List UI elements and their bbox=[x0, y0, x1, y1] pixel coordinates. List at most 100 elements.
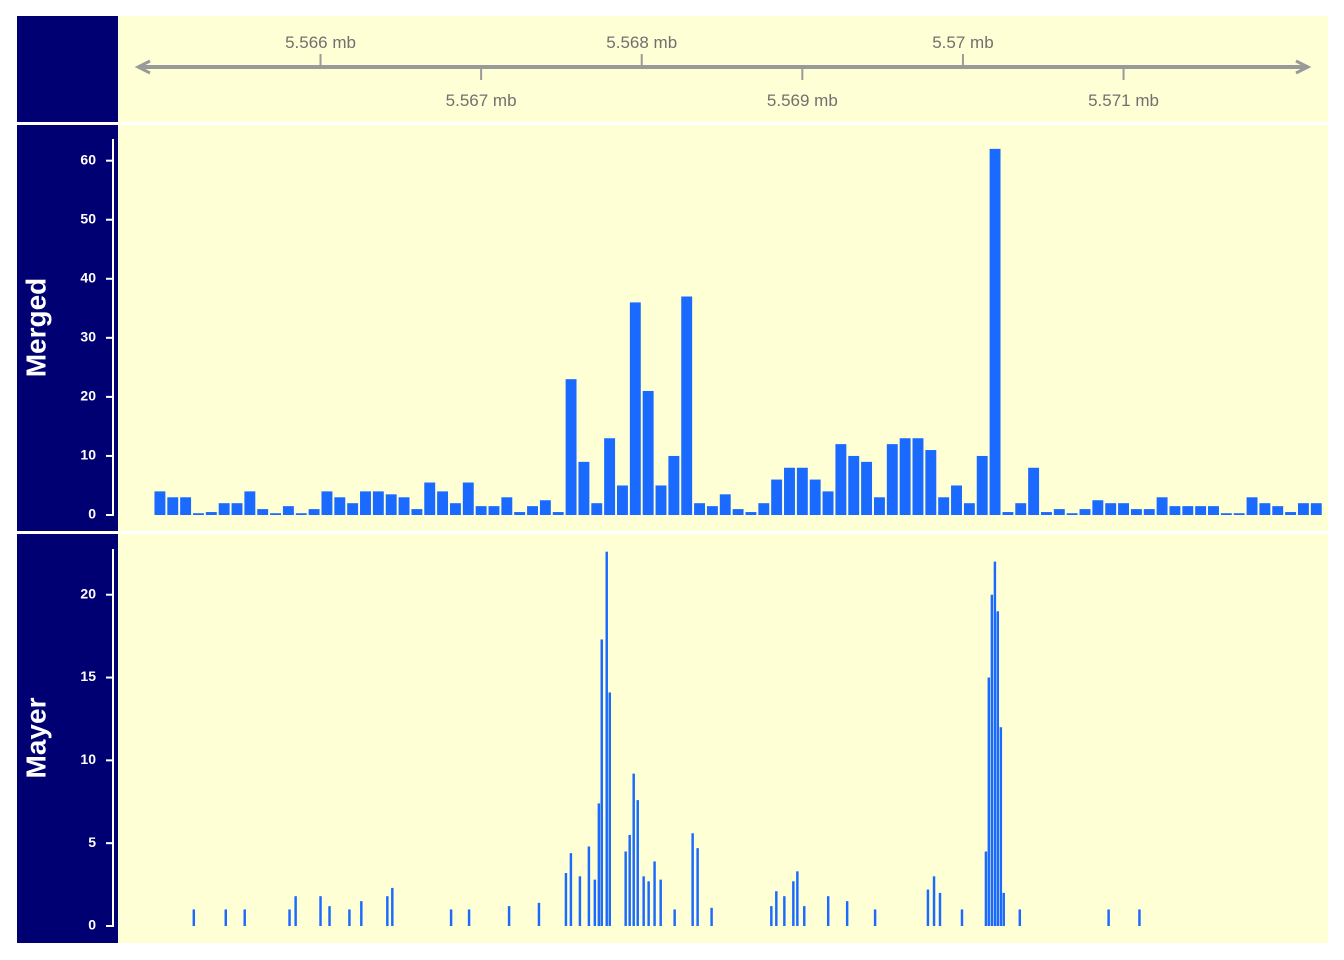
bar bbox=[224, 909, 227, 926]
y-tick-label: 50 bbox=[80, 210, 96, 226]
bar bbox=[1053, 509, 1065, 515]
bar bbox=[507, 906, 511, 926]
bar bbox=[321, 491, 333, 515]
x-tick-label: 5.569 mb bbox=[767, 91, 838, 110]
bar bbox=[642, 876, 645, 926]
bar bbox=[537, 902, 541, 926]
bar bbox=[527, 506, 538, 515]
bar bbox=[861, 461, 873, 515]
bar bbox=[624, 851, 627, 926]
bar bbox=[696, 848, 699, 926]
bar bbox=[257, 509, 269, 515]
bar bbox=[294, 896, 297, 926]
y-tick-label: 30 bbox=[80, 329, 96, 345]
bar bbox=[745, 512, 757, 515]
track-panel bbox=[118, 534, 1328, 943]
bar bbox=[1156, 497, 1168, 515]
bar bbox=[605, 551, 608, 926]
bar bbox=[636, 800, 639, 926]
bar bbox=[1143, 509, 1155, 515]
bar bbox=[1310, 503, 1322, 515]
bar bbox=[1105, 503, 1117, 515]
bar bbox=[845, 901, 849, 926]
bar bbox=[244, 491, 256, 515]
bar bbox=[996, 611, 1000, 926]
bar bbox=[449, 503, 461, 515]
bar bbox=[600, 639, 603, 926]
bar bbox=[932, 876, 936, 926]
bar bbox=[319, 896, 322, 926]
bar bbox=[792, 881, 795, 926]
bar bbox=[1297, 503, 1309, 515]
y-tick-label: 20 bbox=[80, 585, 96, 601]
bar bbox=[386, 896, 389, 926]
bar bbox=[655, 485, 667, 515]
bar bbox=[642, 390, 654, 515]
bar bbox=[719, 494, 731, 515]
track-title: Mayer bbox=[20, 697, 51, 778]
bar bbox=[578, 461, 590, 515]
y-tick-label: 5 bbox=[88, 834, 96, 850]
bar bbox=[501, 497, 513, 515]
bar bbox=[154, 491, 166, 515]
track-header bbox=[17, 534, 118, 943]
bar bbox=[578, 876, 582, 926]
bar bbox=[411, 509, 423, 515]
bar bbox=[706, 506, 718, 515]
bar bbox=[1066, 513, 1078, 515]
bar bbox=[632, 773, 635, 926]
bar bbox=[608, 692, 612, 926]
bar bbox=[775, 891, 778, 926]
bar bbox=[564, 872, 568, 926]
bar bbox=[628, 834, 631, 926]
bar bbox=[597, 803, 601, 926]
bar bbox=[180, 497, 192, 515]
bar bbox=[926, 889, 930, 926]
bar bbox=[647, 881, 650, 926]
bar bbox=[873, 909, 877, 926]
bar bbox=[193, 513, 204, 515]
bar bbox=[1285, 512, 1297, 515]
bar bbox=[673, 909, 676, 926]
axis-arrow bbox=[134, 59, 151, 75]
bar bbox=[1092, 500, 1104, 515]
bar bbox=[653, 861, 656, 926]
axis-header bbox=[17, 16, 118, 122]
bar bbox=[989, 148, 1001, 515]
bar bbox=[288, 909, 291, 926]
bar bbox=[976, 455, 988, 515]
bar bbox=[1259, 503, 1271, 515]
x-tick-label: 5.57 mb bbox=[932, 33, 993, 52]
bar bbox=[1002, 512, 1014, 515]
bar bbox=[1169, 506, 1181, 515]
bar bbox=[993, 561, 997, 926]
bar bbox=[681, 296, 693, 515]
bar bbox=[348, 909, 351, 926]
bar bbox=[1220, 513, 1232, 515]
bar bbox=[771, 479, 783, 515]
y-tick-label: 40 bbox=[80, 269, 96, 285]
bar bbox=[424, 482, 436, 515]
bar bbox=[385, 494, 397, 515]
bar bbox=[462, 482, 474, 515]
bar bbox=[1028, 467, 1040, 515]
bar bbox=[1208, 506, 1219, 515]
bar bbox=[1246, 497, 1258, 515]
bar bbox=[565, 379, 577, 515]
bar bbox=[328, 906, 331, 926]
x-tick-label: 5.568 mb bbox=[606, 33, 677, 52]
bar bbox=[835, 444, 847, 515]
bar bbox=[372, 491, 384, 515]
bar bbox=[809, 479, 821, 515]
bar bbox=[192, 909, 196, 926]
bar bbox=[1079, 509, 1091, 515]
bar bbox=[587, 846, 591, 926]
bar bbox=[694, 503, 706, 515]
bar bbox=[205, 512, 217, 515]
y-tick-label: 10 bbox=[80, 447, 96, 463]
bar bbox=[912, 438, 924, 515]
bar bbox=[899, 438, 911, 515]
bar bbox=[347, 503, 359, 515]
y-tick-label: 0 bbox=[88, 917, 96, 933]
